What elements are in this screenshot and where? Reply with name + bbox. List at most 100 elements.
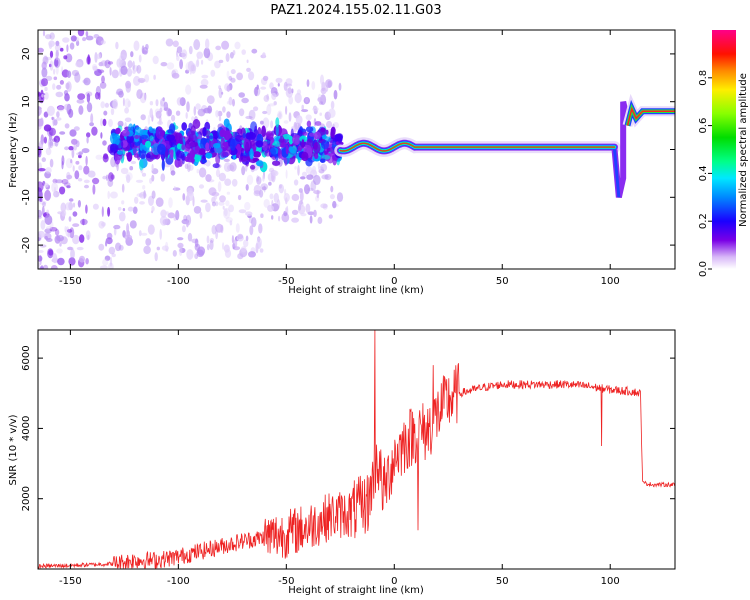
signal-blob xyxy=(253,146,257,153)
noise-blob xyxy=(223,208,228,217)
noise-blob xyxy=(44,56,53,61)
noise-blob xyxy=(298,203,302,211)
noise-blob xyxy=(126,223,130,234)
noise-blob xyxy=(162,219,169,225)
noise-blob xyxy=(74,170,80,180)
noise-blob xyxy=(181,225,186,233)
noise-blob xyxy=(205,38,210,50)
noise-blob xyxy=(222,106,226,113)
noise-blob xyxy=(154,252,158,262)
noise-blob xyxy=(215,110,220,118)
noise-blob xyxy=(49,63,52,68)
noise-blob xyxy=(100,118,104,127)
noise-blob xyxy=(262,75,269,81)
noise-blob xyxy=(338,82,342,91)
signal-blob xyxy=(314,121,322,126)
noise-blob xyxy=(147,224,155,235)
signal-blob xyxy=(302,131,308,136)
noise-blob xyxy=(186,249,194,260)
colorbar-ticks: 0.0 0.2 0.4 0.6 0.8 xyxy=(698,70,712,277)
noise-blob xyxy=(211,224,217,235)
noise-blob xyxy=(61,155,65,166)
noise-blob xyxy=(273,192,279,204)
noise-blob xyxy=(213,195,218,200)
noise-blob xyxy=(142,185,146,190)
noise-blob xyxy=(317,166,324,171)
noise-blob xyxy=(275,77,283,84)
noise-blob xyxy=(309,215,313,224)
noise-blob xyxy=(281,212,290,223)
signal-blob xyxy=(313,141,321,154)
signal-blob xyxy=(284,157,288,166)
noise-blob xyxy=(44,214,53,225)
noise-blob xyxy=(251,217,257,228)
noise-blob xyxy=(38,255,43,262)
noise-blob xyxy=(108,118,113,128)
noise-blob xyxy=(41,78,48,87)
noise-blob xyxy=(96,53,101,60)
signal-blob xyxy=(325,129,329,135)
noise-blob xyxy=(45,225,53,230)
noise-blob xyxy=(64,226,67,233)
noise-blob xyxy=(305,166,313,175)
noise-blob xyxy=(56,248,63,254)
noise-blob xyxy=(307,211,315,216)
noise-blob xyxy=(229,220,233,226)
noise-blob xyxy=(176,55,180,61)
noise-blob xyxy=(79,234,85,243)
noise-blob xyxy=(224,178,232,186)
noise-blob xyxy=(206,243,210,251)
noise-blob xyxy=(39,140,44,150)
signal-blob xyxy=(254,125,258,138)
signal-blob xyxy=(181,122,187,131)
noise-blob xyxy=(56,117,62,121)
noise-blob xyxy=(262,117,270,129)
noise-blob xyxy=(92,177,100,185)
noise-blob xyxy=(152,55,159,65)
noise-blob xyxy=(301,104,305,110)
noise-blob xyxy=(226,111,231,118)
noise-blob xyxy=(55,91,64,98)
signal-blob xyxy=(264,150,272,157)
noise-blob xyxy=(44,189,51,201)
noise-blob xyxy=(136,64,142,74)
noise-blob xyxy=(77,93,86,100)
noise-blob xyxy=(65,202,72,211)
y-tick-label: 2000 xyxy=(21,486,32,511)
noise-blob xyxy=(41,157,46,163)
noise-blob xyxy=(52,253,58,264)
signal-blob xyxy=(170,149,174,159)
noise-blob xyxy=(249,225,254,236)
noise-blob xyxy=(55,179,64,184)
signal-blob xyxy=(167,129,174,134)
noise-blob xyxy=(251,48,258,54)
noise-blob xyxy=(140,114,146,121)
signal-blob xyxy=(112,136,120,146)
noise-blob xyxy=(69,42,75,50)
noise-blob xyxy=(68,257,76,266)
noise-blob xyxy=(175,210,180,221)
noise-blob xyxy=(132,60,135,71)
noise-blob xyxy=(53,68,56,75)
x-tick-label: 0 xyxy=(391,576,397,587)
noise-blob xyxy=(40,117,44,127)
noise-blob xyxy=(162,97,165,102)
noise-blob xyxy=(288,112,292,122)
noise-blob xyxy=(138,54,142,63)
noise-blob xyxy=(179,247,186,253)
signal-blob xyxy=(244,141,250,154)
signal-blob xyxy=(256,160,264,167)
noise-blob xyxy=(98,243,105,251)
noise-blob xyxy=(54,186,56,198)
snr-plot-area xyxy=(38,330,675,569)
noise-blob xyxy=(102,154,109,163)
noise-blob xyxy=(194,253,197,259)
noise-blob xyxy=(124,98,131,109)
noise-blob xyxy=(237,233,244,240)
noise-blob xyxy=(256,176,262,185)
noise-blob xyxy=(97,69,105,74)
noise-blob xyxy=(167,212,176,219)
noise-blob xyxy=(92,203,99,210)
noise-blob xyxy=(248,109,256,121)
y-tick-label: 0 xyxy=(21,146,32,152)
